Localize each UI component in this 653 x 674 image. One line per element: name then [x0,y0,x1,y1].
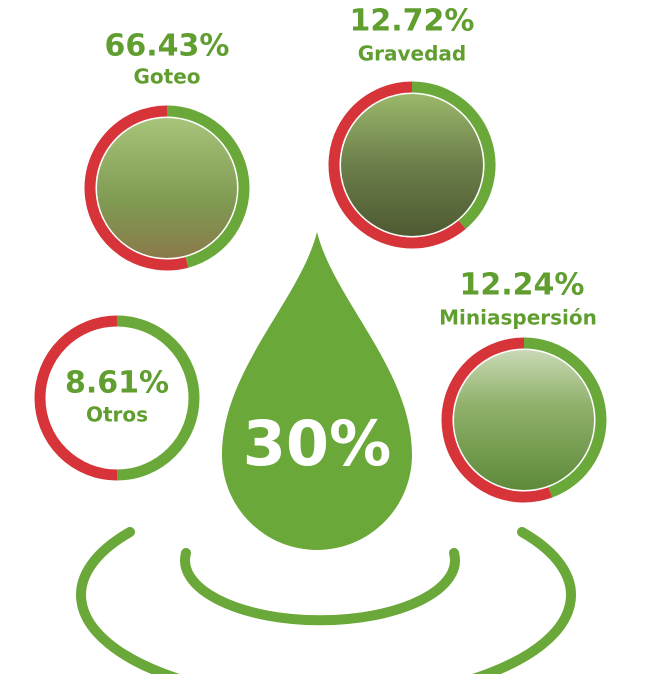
ripple-inner [185,553,455,620]
photo-gravedad [341,94,483,236]
ripple-outer [81,532,571,674]
photo-miniaspersion [454,350,594,490]
infographic: 30% 66.43% Goteo 12.72% Gravedad 8.61% O… [0,0,653,674]
value: 8.61% [65,366,169,401]
center-value: 30% [243,407,391,480]
label: Gravedad [358,42,467,66]
value: 12.72% [350,4,475,39]
drop [222,232,412,550]
value: 12.24% [460,268,585,303]
label: Miniaspersión [439,306,597,330]
label: Goteo [133,65,200,89]
photo-goteo [97,118,237,258]
value: 66.43% [105,29,230,64]
label: Otros [86,403,148,427]
page: {"center": {"value": "30%"}, "items": [ … [0,0,653,674]
